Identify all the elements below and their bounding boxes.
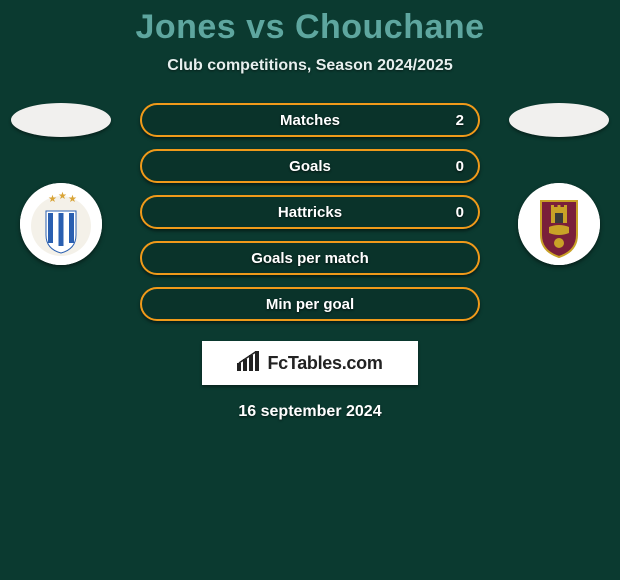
stat-label: Min per goal	[266, 296, 354, 313]
stat-row-goals-per-match: Goals per match	[140, 241, 480, 275]
player-right-club-crest	[518, 183, 600, 265]
title-player-a: Jones	[135, 8, 236, 46]
stat-label: Goals	[289, 158, 331, 175]
stat-row-min-per-goal: Min per goal	[140, 287, 480, 321]
stat-label: Goals per match	[251, 250, 369, 267]
stat-row-matches: Matches 2	[140, 103, 480, 137]
svg-text:★: ★	[58, 191, 67, 202]
stat-right-value: 0	[456, 204, 464, 221]
subtitle: Club competitions, Season 2024/2025	[0, 57, 620, 75]
brand-name: FcTables.com	[267, 353, 382, 374]
player-left-photo-placeholder	[11, 103, 111, 137]
stat-label: Hattricks	[278, 204, 342, 221]
stat-row-goals: Goals 0	[140, 149, 480, 183]
player-right-photo-placeholder	[509, 103, 609, 137]
brand-box: FcTables.com	[202, 341, 418, 385]
player-left-column: ★★★	[6, 103, 116, 265]
player-right-column	[504, 103, 614, 265]
stat-row-hattricks: Hattricks 0	[140, 195, 480, 229]
page-title: Jones vs Chouchane	[0, 0, 620, 47]
stat-label: Matches	[280, 112, 340, 129]
bar-chart-icon	[237, 351, 261, 376]
stat-right-value: 2	[456, 112, 464, 129]
stat-right-value: 0	[456, 158, 464, 175]
date-text: 16 september 2024	[0, 403, 620, 421]
stats-table: Matches 2 Goals 0 Hattricks 0 Goals per …	[140, 103, 480, 321]
svg-text:★: ★	[68, 194, 77, 205]
title-player-b: Chouchane	[295, 8, 485, 46]
svg-text:★: ★	[48, 194, 57, 205]
player-left-club-crest: ★★★	[20, 183, 102, 265]
title-vs: vs	[246, 8, 285, 46]
content-area: ★★★ Matches 2 Goals 0 Hattricks 0 Goals …	[0, 103, 620, 421]
